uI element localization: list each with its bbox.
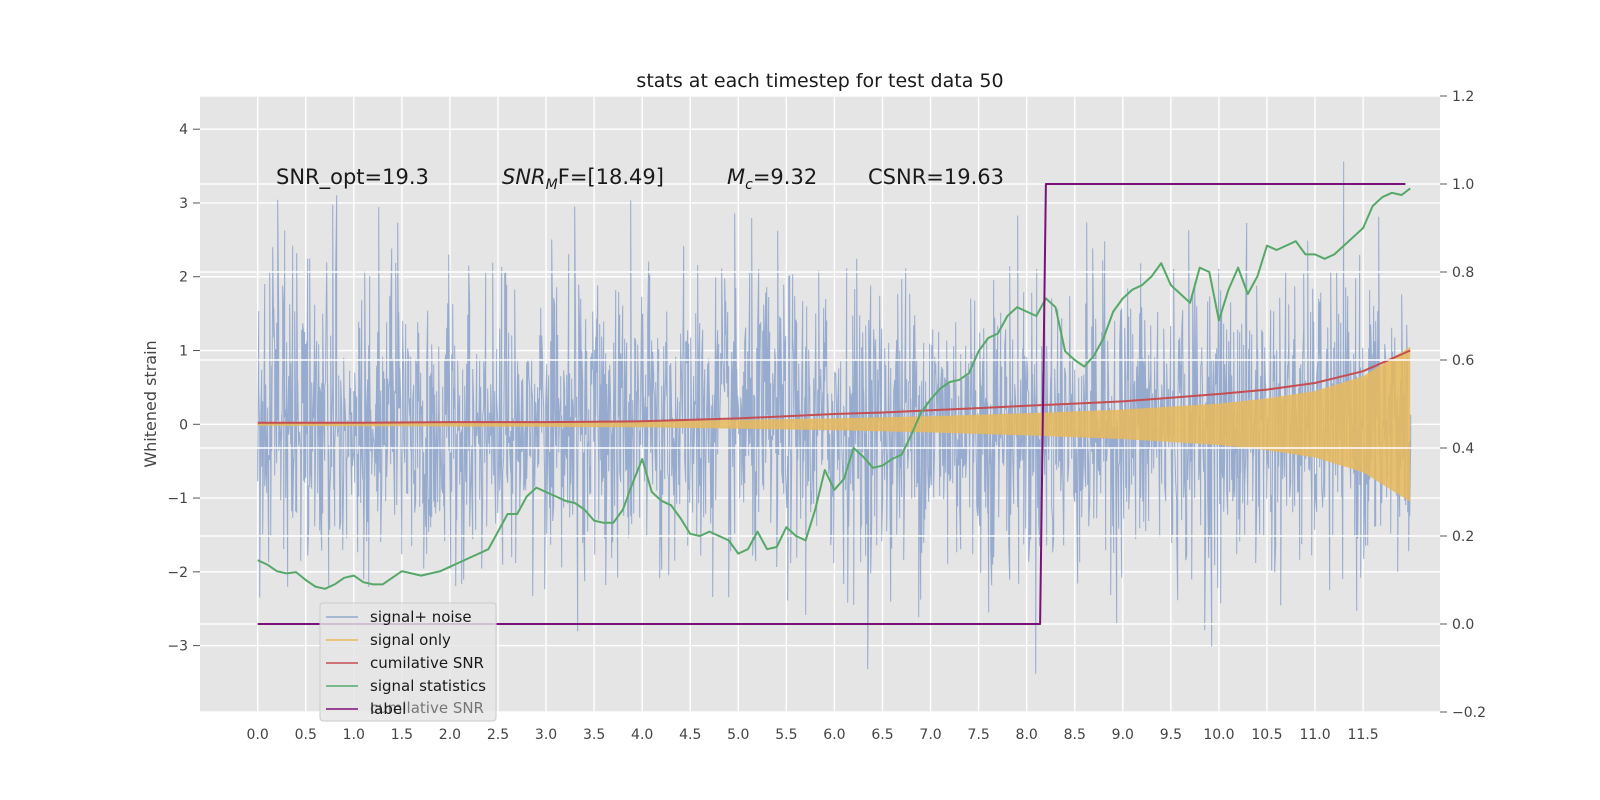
series-signal-only	[257, 346, 1411, 502]
legend: cumilative SNR signal+ noise signal only…	[319, 602, 497, 722]
x-tick-label: 11.5	[1348, 727, 1379, 743]
x-tick-label: 2.5	[487, 727, 509, 743]
annotation-snr-mf-sub: M	[546, 177, 558, 193]
signal-statistics-line	[257, 187, 1411, 590]
y-tick-label: 2	[179, 270, 188, 286]
y2-tick-label: 0.6	[1452, 353, 1474, 369]
x-tick-label: 8.5	[1064, 727, 1086, 743]
y2-tick-label: 0.2	[1452, 529, 1474, 545]
y2-tick-label: 0.8	[1452, 265, 1474, 281]
x-tick-label: 3.0	[535, 727, 557, 743]
series-signal-noise	[257, 161, 1412, 674]
legend-label-signal-noise: signal+ noise	[370, 608, 472, 626]
label-line	[257, 183, 1406, 625]
x-tick-label: 3.5	[583, 727, 605, 743]
x-tick-label: 7.0	[919, 727, 941, 743]
cumilative-snr-line	[257, 349, 1411, 424]
x-tick-label: 2.0	[439, 727, 461, 743]
y2-tick-label: 0.4	[1452, 441, 1474, 457]
annotation-mc-sub: c	[745, 177, 753, 193]
annotation-mc: Mc=9.32	[727, 165, 817, 193]
x-tick-label: 1.0	[343, 727, 365, 743]
legend-label-signal-only: signal only	[370, 631, 451, 649]
series-label	[257, 183, 1406, 625]
annotation-snr-mf: SNRMF=[18.49]	[502, 165, 664, 193]
y-tick-label: −3	[167, 639, 188, 655]
y-tick-label: 0	[179, 417, 188, 433]
annotation-snr-opt: SNR_opt=19.3	[276, 165, 429, 190]
annotation-snr-mf-rest: F=[18.49]	[558, 165, 664, 189]
grid-right	[200, 95, 1440, 713]
x-tick-label: 8.0	[1016, 727, 1038, 743]
signal-only-band	[257, 346, 1411, 502]
chart-title: stats at each timestep for test data 50	[636, 70, 1003, 92]
y-tick-label: 1	[179, 344, 188, 360]
legend-label-cumilative-snr: cumilative SNR	[370, 654, 484, 672]
x-tick-label: 6.5	[871, 727, 893, 743]
x-axis: 0.0 0.5 1.0 1.5 2.0 2.5 3.0 3.5 4.0 4.5 5.0 5.5 6.0 6…	[247, 727, 1379, 743]
x-tick-label: 4.0	[631, 727, 653, 743]
y-tick-label: 4	[179, 122, 188, 138]
annotation-snr-mf-base: SNR	[502, 165, 546, 189]
legend-label-signal-statistics: signal statistics	[370, 677, 486, 695]
y2-tick-label: 1.2	[1452, 89, 1474, 105]
series-cumilative-snr	[257, 349, 1411, 424]
x-tick-label: 11.0	[1299, 727, 1330, 743]
y-tick-label: 3	[179, 196, 188, 212]
x-tick-label: 0.5	[295, 727, 317, 743]
y-axis-label: Whitened strain	[141, 340, 160, 467]
y-tick-label: −1	[167, 491, 188, 507]
legend-box	[319, 602, 497, 722]
signal-noise-trace	[257, 161, 1412, 674]
annotation-csnr: CSNR=19.63	[868, 165, 1004, 189]
x-tick-label: 0.0	[247, 727, 269, 743]
y-tick-label: −2	[167, 565, 188, 581]
x-tick-label: 5.5	[775, 727, 797, 743]
x-tick-label: 10.0	[1203, 727, 1234, 743]
x-tick-label: 9.0	[1112, 727, 1134, 743]
x-tick-label: 4.5	[679, 727, 701, 743]
annotation-mc-base: M	[727, 165, 745, 189]
x-tick-label: 6.0	[823, 727, 845, 743]
series-signal-statistics	[257, 187, 1411, 590]
x-tick-label: 10.5	[1251, 727, 1282, 743]
x-tick-label: 5.0	[727, 727, 749, 743]
y2-tick-label: 1.0	[1452, 177, 1474, 193]
y-axis-left: −3 −2 −1 0 1 2 3 4	[167, 122, 200, 655]
y2-tick-label: −0.2	[1452, 705, 1486, 721]
annotation-mc-rest: =9.32	[753, 165, 817, 189]
x-tick-label: 9.5	[1160, 727, 1182, 743]
y-axis-right: −0.2 0.0 0.2 0.4 0.6 0.8 1.0 1.2	[1440, 89, 1486, 721]
legend-ghost-text: cumilative SNR	[370, 699, 484, 717]
legend-label-label: label	[370, 700, 406, 718]
x-tick-label: 1.5	[391, 727, 413, 743]
y2-tick-label: 0.0	[1452, 617, 1474, 633]
x-tick-label: 7.5	[967, 727, 989, 743]
